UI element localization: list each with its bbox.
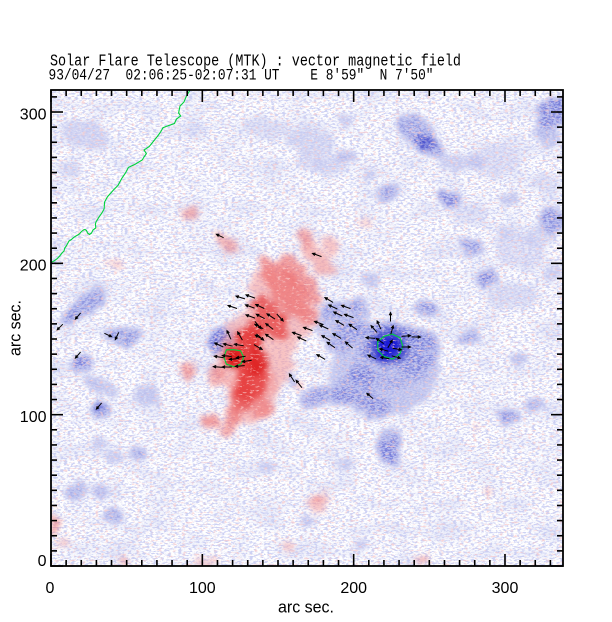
svg-text:100: 100 [189,580,216,597]
svg-text:300: 300 [492,580,519,597]
svg-text:0: 0 [38,553,47,570]
svg-text:arc sec.: arc sec. [278,598,334,617]
svg-text:Solar Flare Telescope (MTK) :: Solar Flare Telescope (MTK) : vector mag… [50,53,461,72]
svg-text:93/04/27 02:06:25-02:07:31 UT: 93/04/27 02:06:25-02:07:31 UT E 8'59" N … [49,67,434,85]
svg-text:200: 200 [340,580,367,597]
svg-text:0: 0 [46,580,55,597]
svg-text:arc sec.: arc sec. [6,300,25,356]
svg-text:300: 300 [20,107,47,124]
svg-text:100: 100 [20,409,47,426]
svg-text:200: 200 [20,258,47,275]
